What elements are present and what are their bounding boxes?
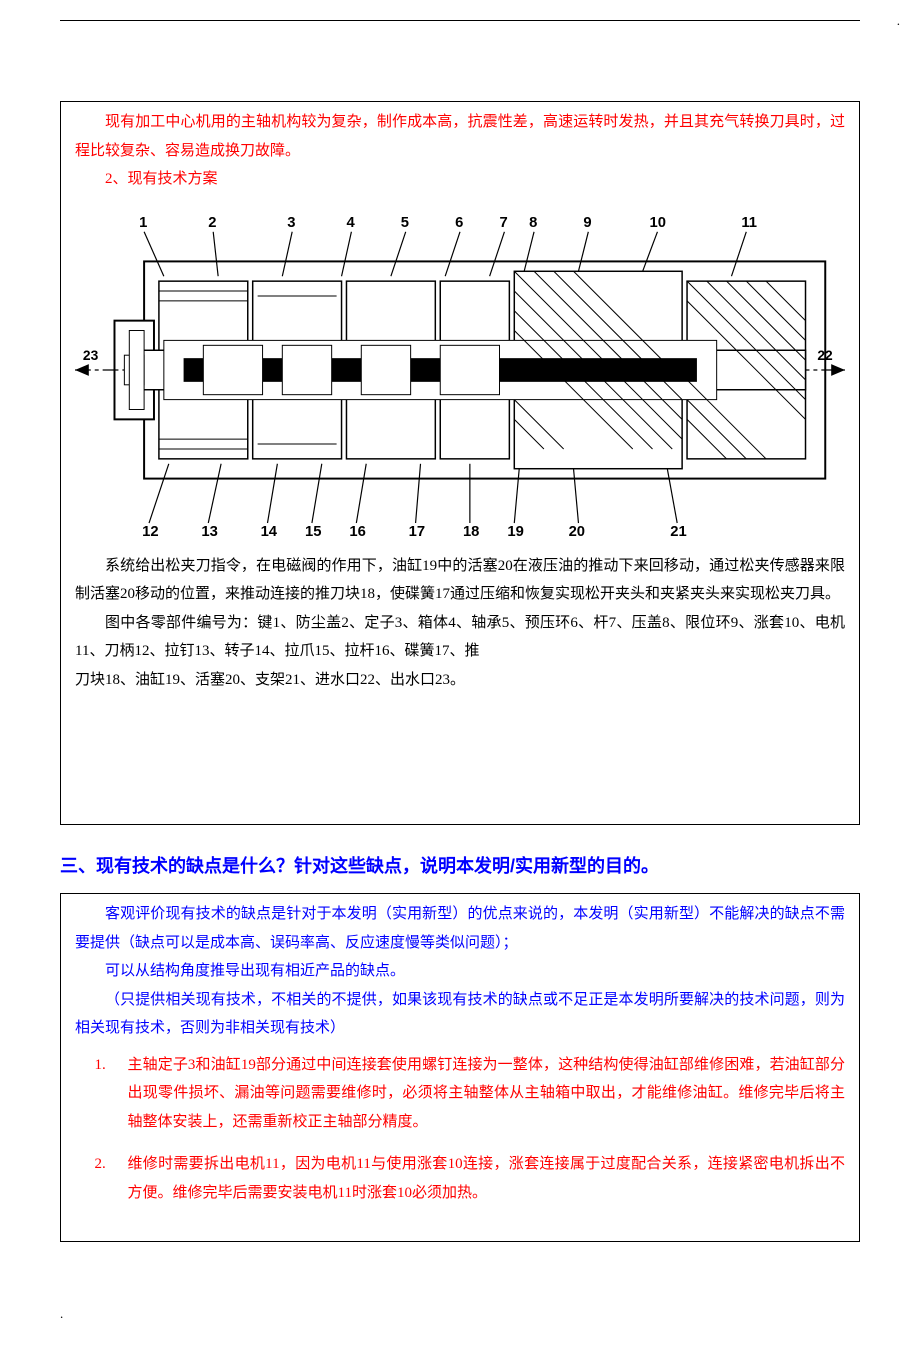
item-number: 1. (95, 1051, 106, 1080)
section2-para3a: 图中各零部件编号为：键1、防尘盖2、定子3、箱体4、轴承5、预压环6、杆7、压盖… (75, 609, 845, 666)
svg-text:17: 17 (409, 523, 425, 539)
svg-text:7: 7 (499, 214, 507, 230)
section3-intro1: 客观评价现有技术的缺点是针对于本发明（实用新型）的优点来说的，本发明（实用新型）… (75, 900, 845, 957)
svg-text:13: 13 (201, 523, 217, 539)
svg-text:20: 20 (569, 523, 585, 539)
svg-text:5: 5 (401, 214, 409, 230)
svg-text:14: 14 (261, 523, 278, 539)
svg-text:11: 11 (741, 214, 757, 230)
item-text: 维修时需要拆出电机11，因为电机11与使用涨套10连接，涨套连接属于过度配合关系… (128, 1156, 846, 1201)
section2-intro: 现有加工中心机用的主轴机构较为复杂，制作成本高，抗震性差，高速运转时发热，并且其… (75, 108, 845, 165)
drawback-list: 1. 主轴定子3和油缸19部分通过中间连接套使用螺钉连接为一整体，这种结构使得油… (75, 1051, 845, 1208)
svg-text:21: 21 (670, 523, 686, 539)
list-item: 2. 维修时需要拆出电机11，因为电机11与使用涨套10连接，涨套连接属于过度配… (128, 1150, 846, 1207)
section3-intro3: （只提供相关现有技术，不相关的不提供，如果该现有技术的缺点或不足正是本发明所要解… (75, 986, 845, 1043)
footer-dot: . (60, 1302, 860, 1327)
section-2-box: 现有加工中心机用的主轴机构较为复杂，制作成本高，抗震性差，高速运转时发热，并且其… (60, 101, 860, 825)
svg-text:9: 9 (583, 214, 591, 230)
section3-intro2: 可以从结构角度推导出现有相近产品的缺点。 (75, 957, 845, 986)
svg-text:3: 3 (287, 214, 295, 230)
section2-para2: 系统给出松夹刀指令，在电磁阀的作用下，油缸19中的活塞20在液压油的推动下来回移… (75, 552, 845, 609)
svg-text:8: 8 (529, 214, 537, 230)
svg-text:16: 16 (349, 523, 365, 539)
svg-text:18: 18 (463, 523, 479, 539)
svg-text:4: 4 (346, 214, 355, 230)
section-3-box: 客观评价现有技术的缺点是针对于本发明（实用新型）的优点来说的，本发明（实用新型）… (60, 893, 860, 1242)
item-text: 主轴定子3和油缸19部分通过中间连接套使用螺钉连接为一整体，这种结构使得油缸部维… (128, 1057, 846, 1130)
svg-text:1: 1 (139, 214, 147, 230)
svg-text:12: 12 (142, 523, 158, 539)
svg-text:22: 22 (817, 347, 833, 363)
svg-text:10: 10 (650, 214, 666, 230)
section2-subtitle: 2、现有技术方案 (75, 165, 845, 194)
spindle-diagram: 23 22 (75, 200, 845, 540)
svg-text:2: 2 (208, 214, 216, 230)
svg-text:23: 23 (83, 347, 99, 363)
item-number: 2. (95, 1150, 106, 1179)
svg-text:15: 15 (305, 523, 321, 539)
svg-text:19: 19 (507, 523, 523, 539)
list-item: 1. 主轴定子3和油缸19部分通过中间连接套使用螺钉连接为一整体，这种结构使得油… (128, 1051, 846, 1137)
spindle-drawing-svg: 23 22 (75, 200, 845, 540)
svg-text:6: 6 (455, 214, 463, 230)
section3-heading: 三、现有技术的缺点是什么？针对这些缺点，说明本发明/实用新型的目的。 (60, 849, 860, 883)
section2-para3b: 刀块18、油缸19、活塞20、支架21、进水口22、出水口23。 (75, 666, 845, 695)
